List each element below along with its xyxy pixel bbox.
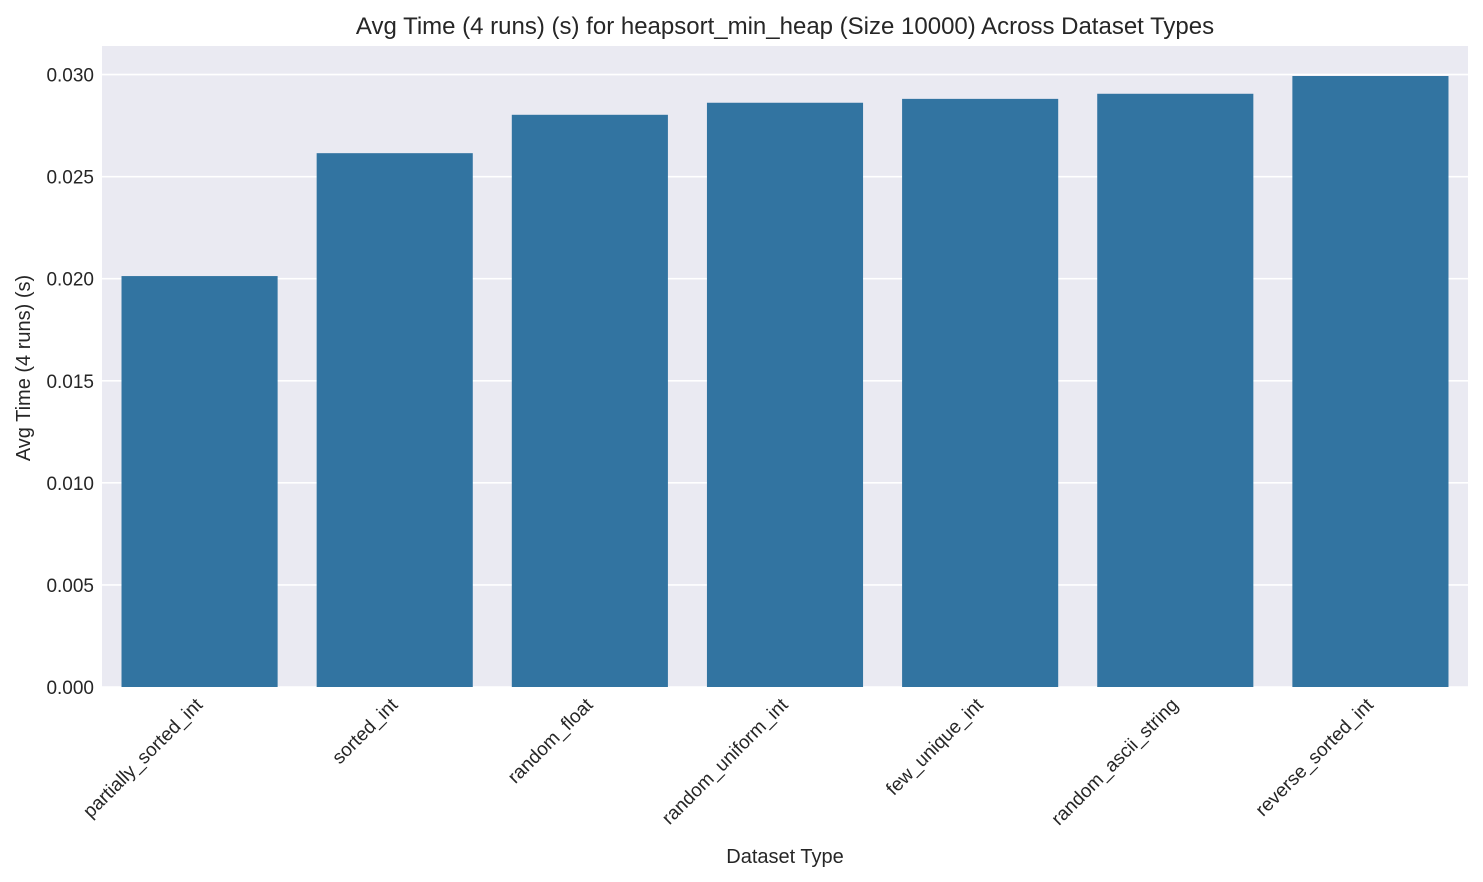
x-tick-label: random_float	[504, 694, 598, 788]
y-tick-label: 0.000	[46, 678, 94, 699]
y-axis-ticks: 0.000 0.005 0.010 0.015 0.020 0.025 0.030	[46, 66, 94, 699]
bar	[1097, 93, 1254, 687]
x-tick-label: random_ascii_string	[1048, 695, 1183, 830]
y-tick-label: 0.010	[46, 474, 94, 495]
bar	[706, 102, 864, 687]
x-axis-ticks: partially_sorted_int sorted_int random_flo…	[79, 694, 1378, 830]
y-axis-label: Avg Time (4 runs) (s)	[13, 275, 35, 461]
y-tick-label: 0.025	[46, 168, 94, 189]
x-tick-label: random_uniform_int	[658, 694, 793, 829]
x-axis-label: Dataset Type	[726, 846, 843, 868]
x-tick-label: reverse_sorted_int	[1252, 694, 1379, 821]
y-tick-label: 0.005	[46, 576, 94, 597]
y-tick-label: 0.020	[46, 270, 94, 291]
x-tick-label: sorted_int	[328, 694, 402, 768]
y-tick-label: 0.030	[46, 66, 94, 87]
bar	[1292, 76, 1449, 687]
bar	[316, 153, 473, 687]
bars	[121, 76, 1449, 687]
x-tick-label: few_unique_int	[882, 694, 988, 800]
bar	[511, 114, 668, 687]
y-tick-label: 0.015	[46, 372, 94, 393]
chart-title: Avg Time (4 runs) (s) for heapsort_min_h…	[356, 13, 1214, 40]
bar	[902, 98, 1059, 687]
x-tick-label: partially_sorted_int	[79, 694, 207, 822]
bar	[121, 276, 278, 687]
